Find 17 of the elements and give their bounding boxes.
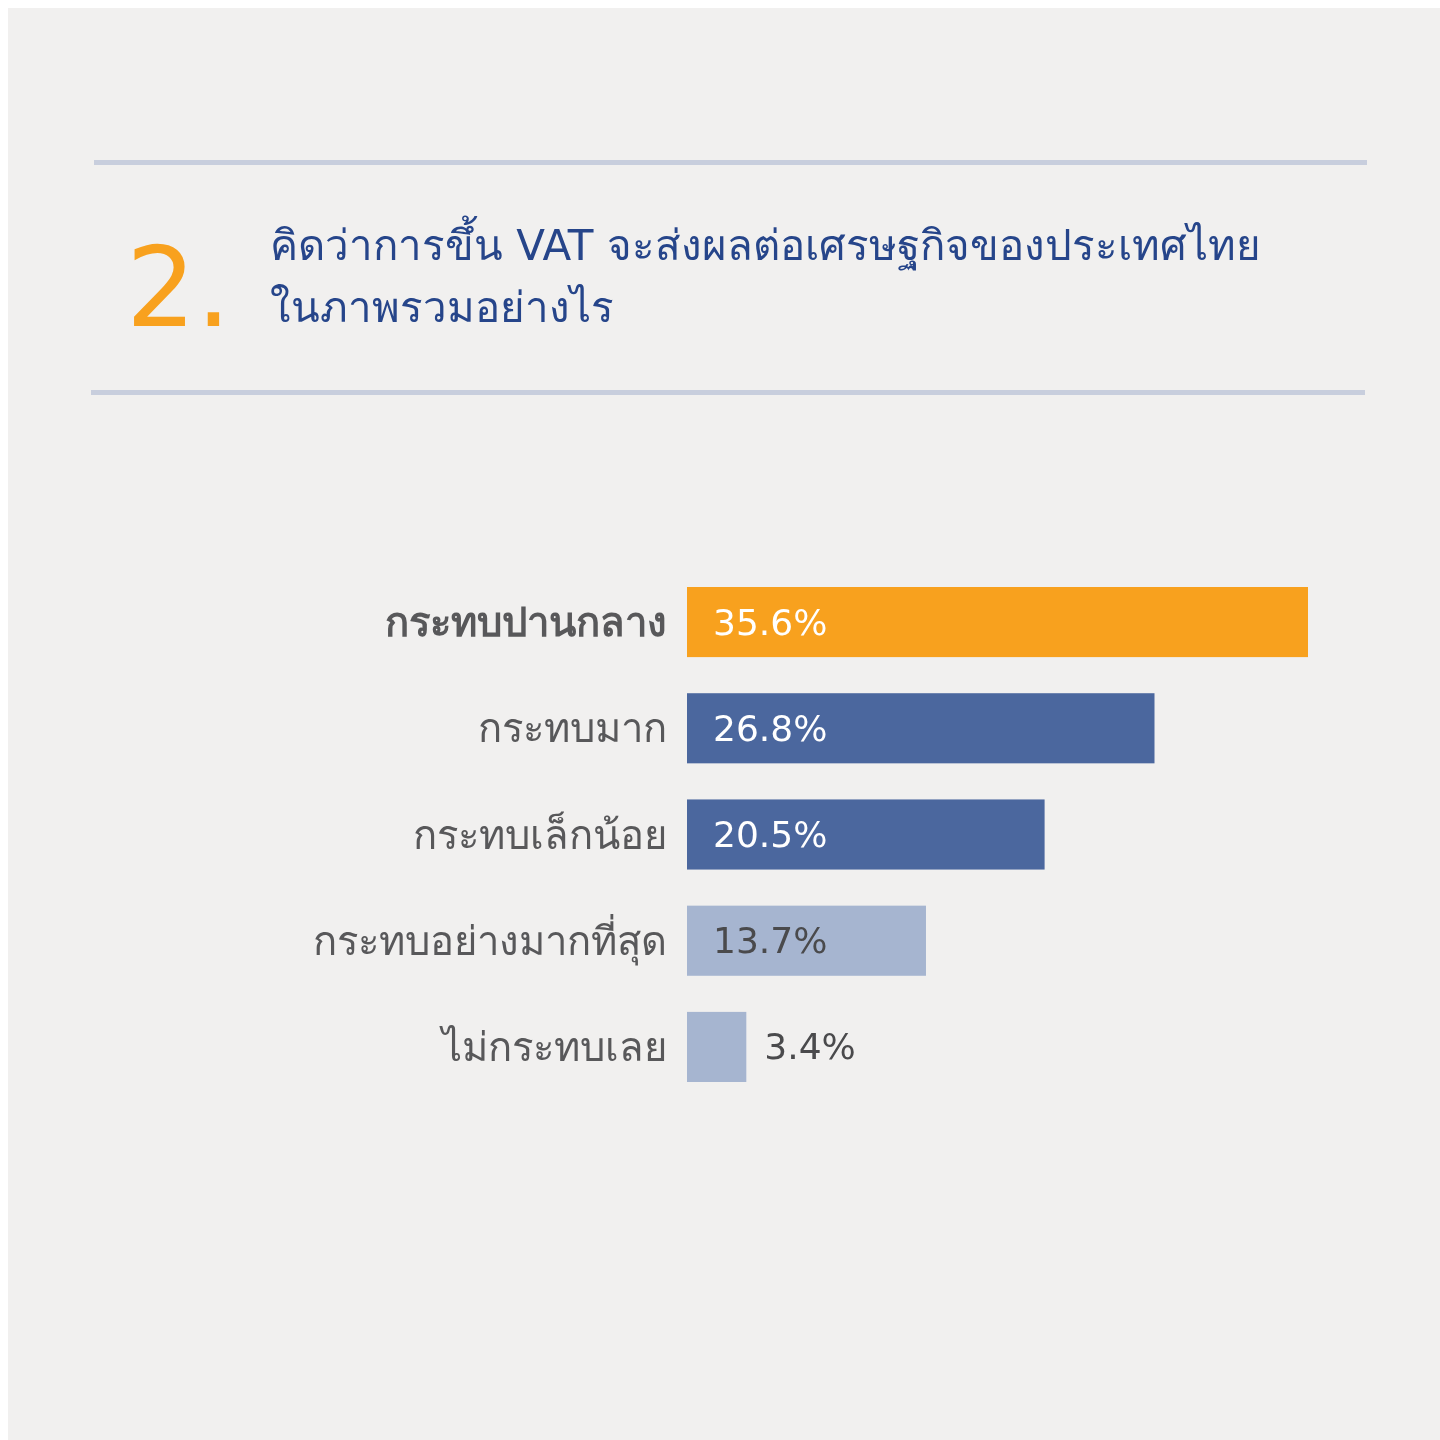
- y-tick-label: กระทบมาก: [478, 705, 667, 752]
- bar: [687, 799, 1045, 870]
- data-label: 20.5%: [713, 814, 828, 855]
- y-tick-label: ไม่กระทบเลย: [439, 1023, 667, 1070]
- y-tick-label: กระทบปานกลาง: [385, 599, 667, 646]
- data-label: 35.6%: [713, 601, 828, 643]
- y-tick-label: กระทบอย่างมากที่สุด: [313, 913, 667, 966]
- data-label: 13.7%: [713, 920, 828, 962]
- bar: [687, 1011, 747, 1082]
- y-tick-label: กระทบเล็กน้อย: [413, 810, 667, 858]
- bar: [687, 693, 1155, 764]
- text: 2.: [126, 224, 231, 352]
- bar: [687, 905, 926, 976]
- chart-title: คิดว่าการขึ้น VAT จะส่งผลต่อเศรษฐกิจของประเทศไทย ในภาพรวมอย่างไร: [270, 215, 1261, 332]
- data-label: 26.8%: [713, 707, 828, 749]
- data-label: 3.4%: [764, 1026, 856, 1068]
- bar: [687, 587, 1308, 658]
